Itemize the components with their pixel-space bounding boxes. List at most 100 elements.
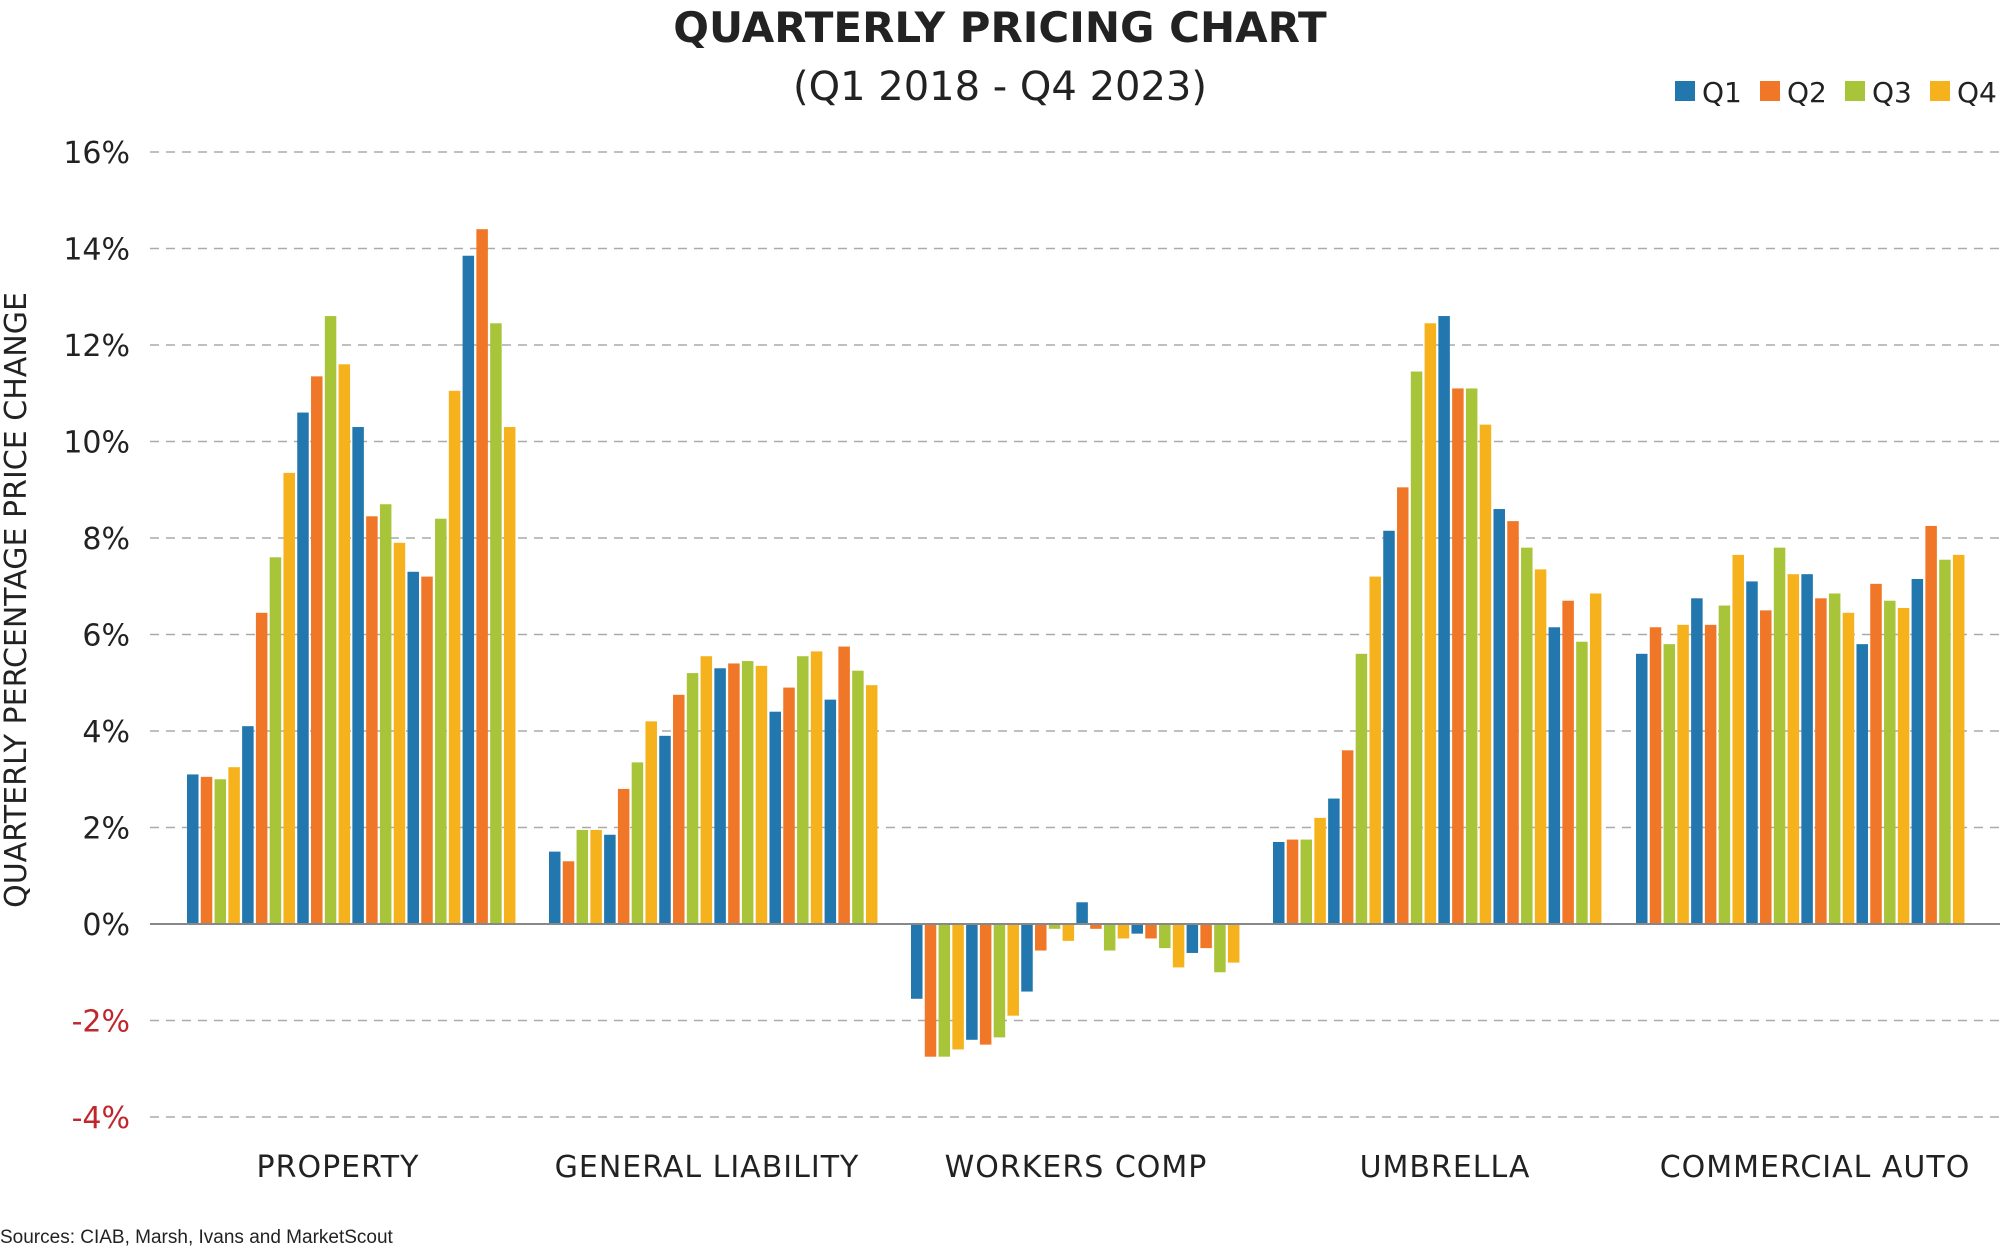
bar [617, 788, 630, 924]
bar [503, 427, 516, 924]
bar [1286, 839, 1299, 924]
bar [407, 571, 419, 924]
bar [200, 776, 213, 924]
bar [187, 774, 199, 924]
y-tick-label: 4% [82, 715, 130, 750]
bar [1732, 554, 1744, 924]
bar [1534, 569, 1547, 924]
bar [549, 851, 561, 924]
bar [462, 255, 475, 925]
bar [379, 504, 392, 924]
bar [1562, 600, 1574, 924]
bar [1704, 624, 1717, 924]
bar [966, 924, 978, 1040]
bar [228, 767, 240, 924]
bar [755, 665, 768, 924]
bar [810, 651, 823, 924]
y-tick-label: 12% [63, 329, 130, 364]
y-tick-label: 10% [63, 426, 130, 461]
bar [1952, 554, 1965, 924]
bar [1076, 902, 1088, 924]
bar [1773, 547, 1786, 924]
bar [1452, 388, 1464, 924]
bar [1273, 841, 1285, 924]
legend-label: Q2 [1787, 76, 1827, 109]
bar [448, 390, 461, 924]
bar [1048, 924, 1061, 929]
bar [924, 924, 937, 1057]
bar [1576, 641, 1588, 924]
legend-label: Q4 [1957, 76, 1997, 109]
y-tick-label: -2% [72, 1005, 130, 1040]
y-tick-label: 6% [82, 619, 130, 654]
bar [1131, 924, 1143, 934]
bar [1636, 653, 1648, 924]
bar [1341, 750, 1354, 924]
bar [1718, 605, 1731, 924]
bar [700, 656, 713, 924]
bar [421, 576, 433, 924]
bar [741, 661, 754, 924]
bar [1145, 924, 1157, 939]
y-tick-labels: 16% 14% 12% 10% 8% 6% 4% 2% 0% -2% -4% [63, 136, 130, 1136]
bar [1677, 624, 1689, 924]
category-label: PROPERTY [257, 1150, 420, 1185]
category-labels: PROPERTY GENERAL LIABILITY WORKERS COMP UMB… [257, 1150, 1970, 1185]
bar [476, 229, 488, 924]
bar [1939, 559, 1951, 924]
bar [1663, 644, 1676, 924]
y-tick-label: 2% [82, 812, 130, 847]
bar [1897, 607, 1910, 924]
bar [366, 516, 378, 924]
bar [865, 685, 878, 924]
bar [1925, 525, 1937, 924]
bar [1424, 323, 1437, 925]
bar [952, 924, 964, 1050]
bar [1062, 924, 1075, 941]
category-label: UMBRELLA [1360, 1150, 1531, 1185]
bar [1397, 487, 1409, 924]
chart-subtitle: (Q1 2018 - Q4 2023) [793, 64, 1207, 110]
bar [1815, 598, 1827, 924]
bar [338, 364, 351, 924]
bar [1103, 924, 1116, 951]
legend-label: Q3 [1872, 76, 1912, 109]
bar [435, 518, 447, 924]
bar [1214, 924, 1226, 973]
y-tick-label: 14% [63, 233, 130, 268]
legend: Q1 Q2 Q3 Q4 [1675, 76, 1997, 109]
bar [1884, 600, 1896, 924]
y-tick-label: 0% [82, 908, 130, 943]
bar [686, 673, 699, 924]
bar [1186, 924, 1199, 953]
y-tick-label: 16% [63, 136, 130, 171]
bar [1589, 593, 1602, 924]
bar [938, 924, 951, 1057]
bar [769, 711, 781, 924]
category-label: WORKERS COMP [945, 1150, 1208, 1185]
bar [1200, 924, 1212, 949]
y-tick-label: -4% [72, 1101, 130, 1136]
bar [1521, 547, 1533, 924]
bar [1801, 574, 1813, 924]
bar [1369, 576, 1381, 924]
bar [1691, 598, 1703, 924]
bars [187, 229, 1965, 1057]
bar [1383, 530, 1395, 924]
legend-label: Q1 [1702, 76, 1742, 109]
legend-swatch [1760, 81, 1780, 101]
bar [1035, 924, 1047, 951]
bar [1438, 316, 1450, 924]
bar [1760, 610, 1772, 924]
bar [1787, 574, 1800, 924]
bar [311, 376, 323, 924]
bar [1300, 839, 1313, 924]
y-axis-label: QUARTERLY PERCENTAGE PRICE CHANGE [0, 292, 34, 908]
bar [1548, 627, 1561, 924]
bar [214, 779, 227, 924]
bar [1842, 612, 1855, 924]
bar [824, 699, 837, 924]
bar [604, 834, 616, 924]
bar [1227, 924, 1240, 963]
